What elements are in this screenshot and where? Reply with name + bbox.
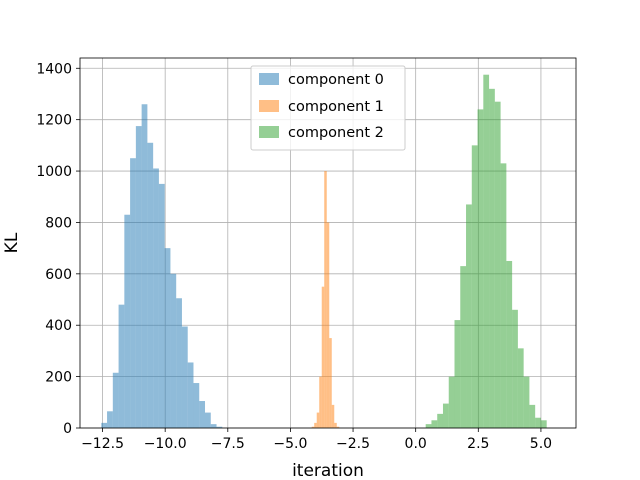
histogram-bar [529, 404, 536, 428]
histogram-bar [316, 412, 320, 428]
histogram-bar [153, 168, 159, 428]
histogram-bar [517, 348, 524, 428]
histogram-bar [141, 104, 148, 428]
y-tick-label: 1000 [36, 164, 72, 180]
legend-swatch-component-0 [259, 73, 279, 85]
histogram-bar [135, 126, 142, 429]
histogram-bars [101, 74, 547, 429]
histogram-bar [477, 109, 484, 428]
histogram-bar [112, 372, 119, 428]
histogram-bar [326, 222, 330, 428]
legend-label-component-1: component 1 [288, 99, 384, 115]
x-tick-label: −2.5 [336, 436, 370, 452]
histogram-bar [193, 383, 200, 428]
histogram-bar [471, 145, 478, 428]
histogram-bar [176, 298, 182, 428]
x-tick-label: 0.0 [405, 436, 427, 452]
histogram-bar [210, 424, 217, 428]
histogram-bar [124, 214, 131, 428]
histogram-bar [500, 163, 507, 428]
histogram-bar [425, 424, 432, 428]
histogram-bar [442, 403, 449, 428]
histogram-bar [494, 101, 501, 429]
histogram-bar [101, 422, 108, 428]
histogram-bar [321, 286, 325, 428]
series-component-1 [311, 171, 340, 429]
x-tick-label: 2.5 [467, 436, 489, 452]
histogram-bar [187, 362, 194, 428]
legend-box [250, 65, 406, 151]
y-tick-label: 1200 [36, 113, 72, 129]
histogram-bar [336, 426, 340, 428]
legend-label-component-2: component 2 [288, 125, 384, 141]
histogram-bar [170, 273, 177, 428]
histogram-bar [329, 338, 332, 428]
histogram-bar [523, 376, 530, 428]
histogram-bar [147, 142, 154, 428]
histogram-bar [437, 413, 443, 428]
axis-ticks: −12.5 −10.0 −7.5 −5.0 −2.5 0.0 2.5 5.0 0 200 400 60… [36, 61, 552, 452]
histogram-bar [540, 420, 547, 428]
histogram-bar [199, 401, 206, 428]
x-tick-label: −10.0 [144, 436, 187, 452]
x-axis-label: iteration [292, 461, 364, 480]
legend-swatch-component-1 [259, 100, 279, 112]
x-tick-label: −7.5 [211, 436, 245, 452]
y-tick-label: 400 [45, 318, 72, 334]
histogram-bar [454, 320, 461, 428]
x-tick-label: −12.5 [81, 436, 124, 452]
x-tick-label: −5.0 [273, 436, 307, 452]
x-tick-label: 5.0 [530, 436, 552, 452]
histogram-bar [118, 304, 125, 428]
histogram-bar [448, 376, 455, 428]
histogram-bar [512, 309, 518, 428]
histogram-bar [331, 404, 335, 428]
y-axis-label: KL [2, 232, 22, 253]
y-tick-label: 800 [45, 215, 72, 231]
histogram-bar [483, 74, 490, 428]
histogram-bar [431, 420, 438, 428]
y-tick-label: 0 [63, 421, 72, 437]
histogram-bar [311, 426, 315, 428]
histogram-bar [314, 422, 317, 428]
histogram-bar [164, 248, 171, 428]
histogram-bar [535, 417, 541, 428]
legend: component 0 component 1 component 2 [250, 65, 406, 151]
series-component-0 [101, 104, 223, 429]
histogram-bar [216, 426, 223, 428]
plot-frame [79, 57, 577, 429]
histogram-bar [181, 326, 188, 428]
histogram-bar [324, 171, 327, 429]
series-component-2 [425, 74, 547, 429]
histogram-bar [334, 422, 337, 428]
y-tick-label: 200 [45, 370, 72, 386]
histogram-bar [460, 266, 467, 428]
legend-label-component-0: component 0 [288, 72, 384, 88]
histogram-bar [466, 204, 472, 428]
histogram-bar [319, 376, 322, 428]
histogram-bar [489, 88, 495, 428]
histogram-bar [506, 260, 513, 428]
y-tick-label: 1400 [36, 61, 72, 77]
histogram-bar [107, 411, 113, 428]
legend-swatch-component-2 [259, 126, 279, 138]
histogram-bar [130, 158, 136, 429]
histogram-bar [158, 183, 165, 428]
y-tick-label: 600 [45, 267, 72, 283]
histogram-bar [205, 412, 211, 428]
